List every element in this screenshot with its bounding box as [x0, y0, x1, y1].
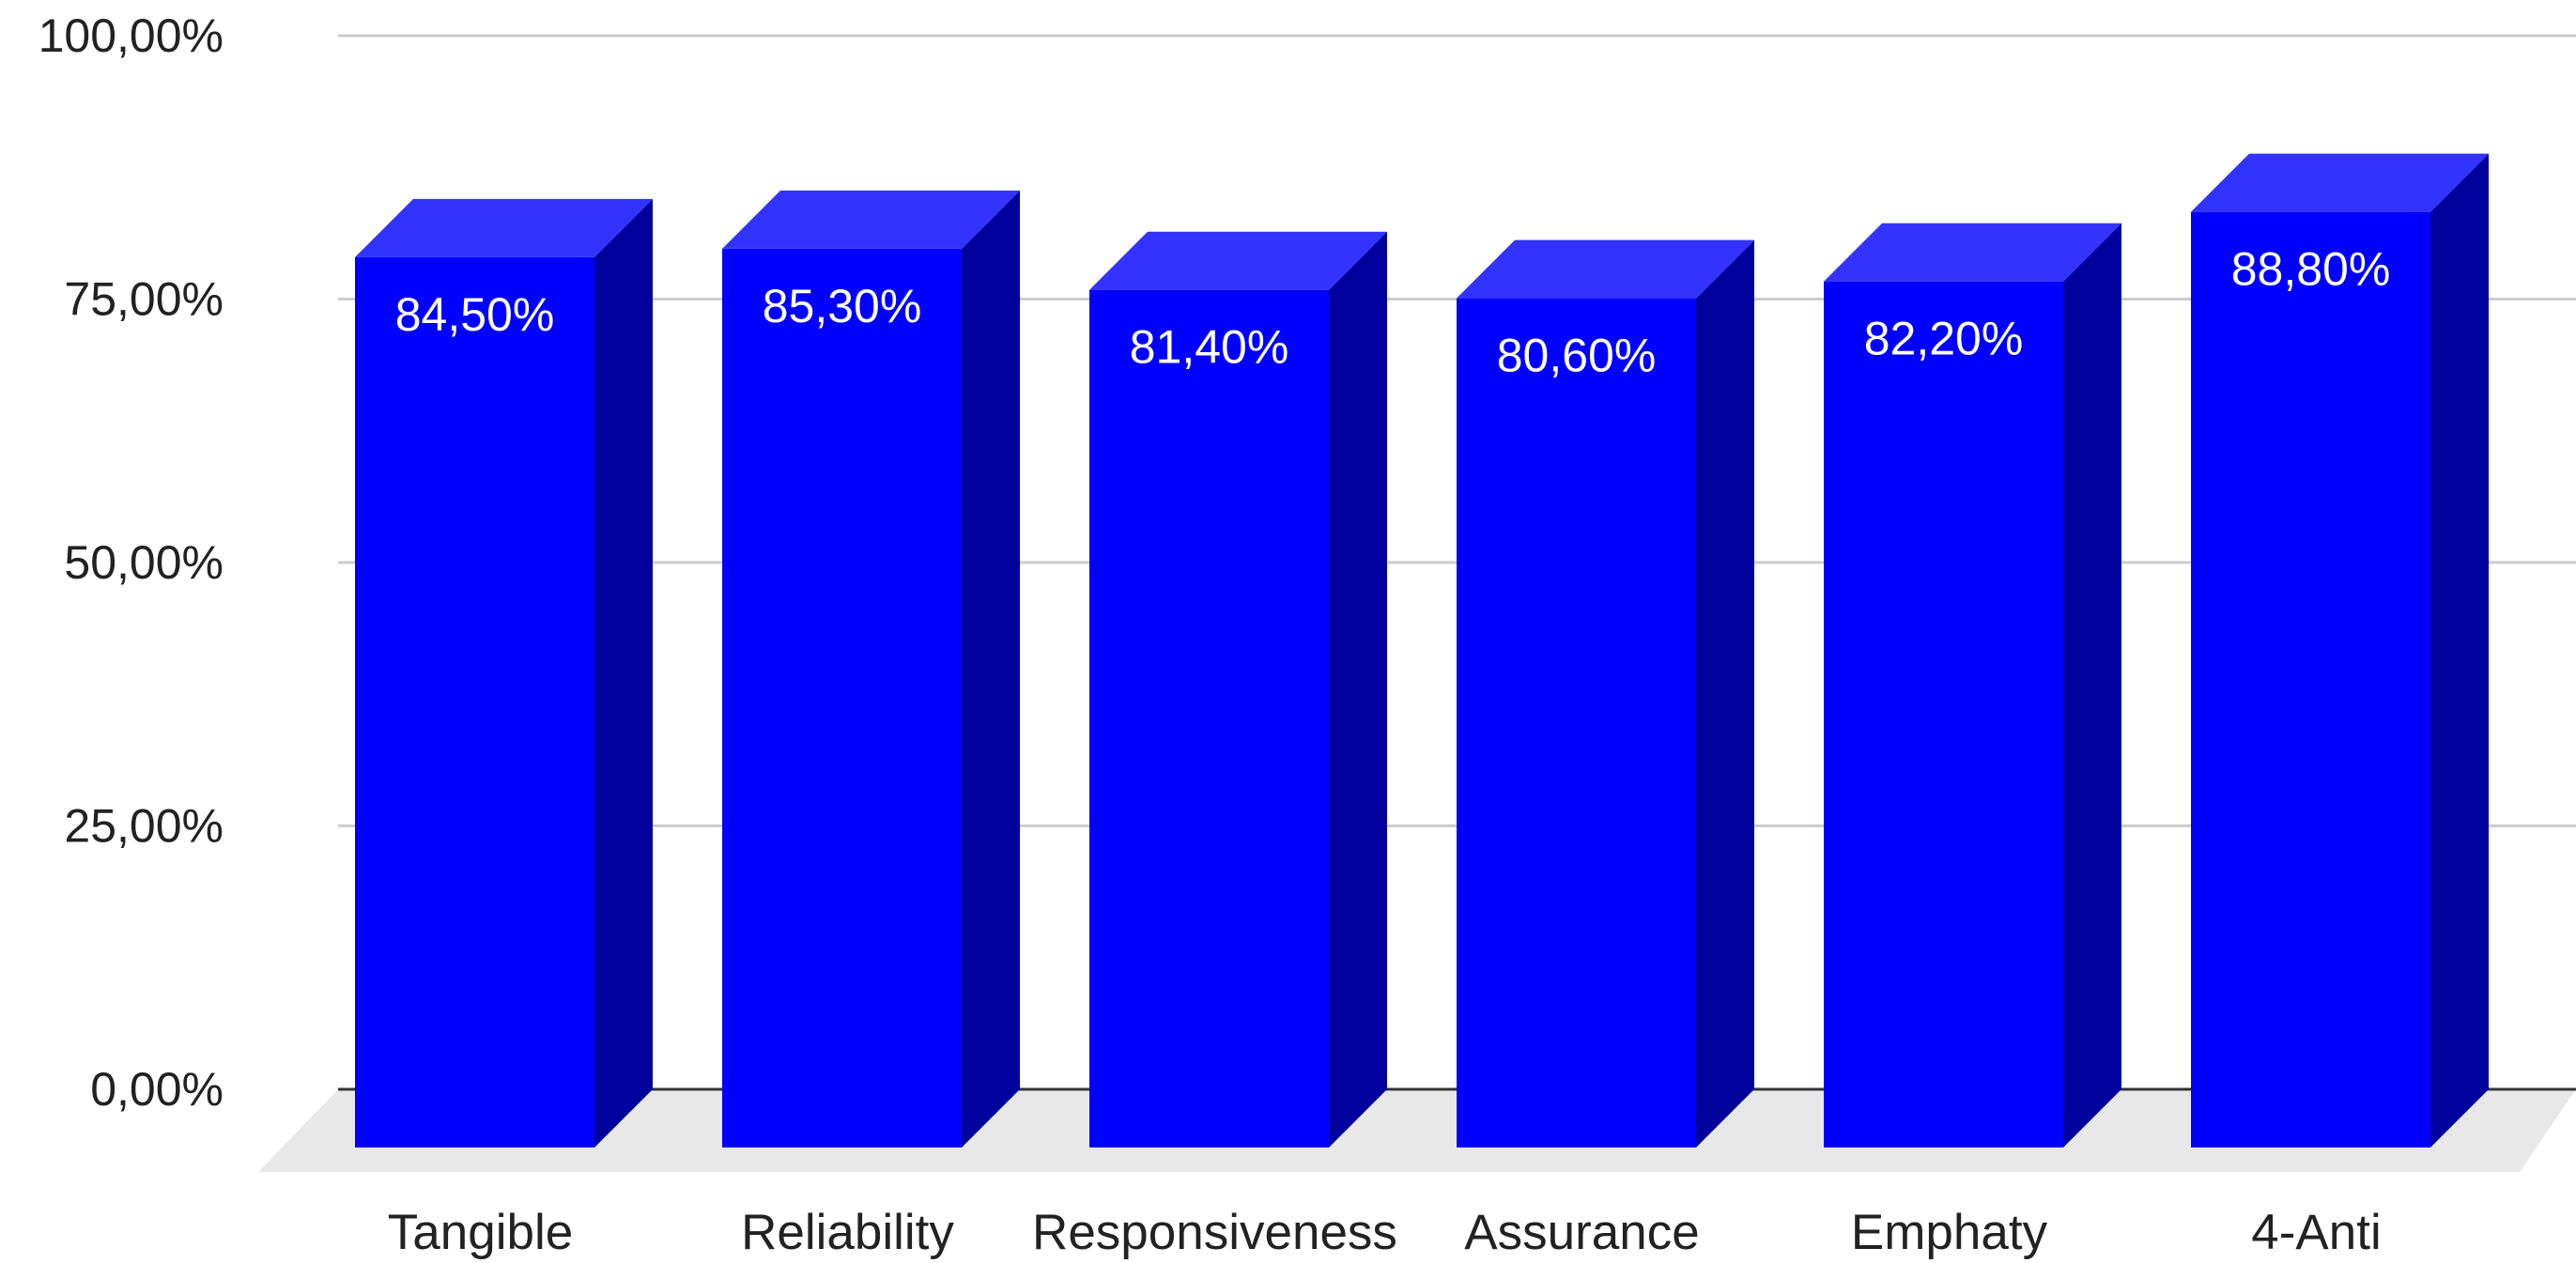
- bar-top: [1824, 223, 2121, 282]
- x-tick-label: 4-Anti: [2251, 1205, 2381, 1260]
- bar-group: 84,50%: [355, 198, 653, 1147]
- data-label: 88,80%: [2231, 243, 2391, 296]
- x-tick-label: Tangible: [388, 1205, 573, 1260]
- bar-top: [722, 190, 1020, 249]
- data-label: 85,30%: [763, 280, 922, 332]
- bar: [1089, 289, 1329, 1147]
- bar: [2191, 211, 2430, 1147]
- bar-side: [2430, 153, 2489, 1147]
- x-tick-label: Responsiveness: [1032, 1205, 1397, 1260]
- data-label: 81,40%: [1130, 321, 1289, 374]
- bar-group: 80,60%: [1457, 239, 1754, 1148]
- bar-top: [1457, 239, 1754, 299]
- bar-side: [1329, 231, 1387, 1147]
- x-tick-label: Emphaty: [1851, 1205, 2048, 1260]
- bar-side: [2063, 223, 2121, 1147]
- y-tick-label: 100,00%: [39, 9, 224, 62]
- bar: [355, 256, 594, 1147]
- bar: [722, 248, 962, 1148]
- bar-group: 81,40%: [1089, 231, 1387, 1147]
- y-tick-label: 0,00%: [90, 1063, 224, 1116]
- y-axis-ticks: 0,00% 25,00% 50,00% 75,00% 100,00%: [39, 9, 224, 1116]
- bar-top: [355, 198, 653, 257]
- bar: [1457, 298, 1696, 1148]
- x-axis-ticks: Tangible Reliability Responsiveness Assuran…: [388, 1205, 2382, 1260]
- x-tick-label: Reliability: [741, 1205, 954, 1260]
- bar-side: [962, 190, 1020, 1147]
- y-tick-label: 75,00%: [64, 273, 224, 326]
- bar: [1824, 281, 2063, 1147]
- y-tick-label: 25,00%: [64, 800, 224, 853]
- bar-side: [1696, 239, 1754, 1148]
- x-tick-label: Assurance: [1464, 1205, 1699, 1260]
- data-label: 82,20%: [1864, 313, 2024, 365]
- bars-layer: 84,50% 85,30% 81,40% 80,60% 82,20% 88,80%: [355, 153, 2489, 1148]
- y-tick-label: 50,00%: [64, 536, 224, 589]
- bar-top: [2191, 153, 2489, 212]
- bar-side: [594, 198, 653, 1147]
- bar-group: 85,30%: [722, 190, 1020, 1148]
- data-label: 84,50%: [395, 288, 555, 341]
- bar-group: 82,20%: [1824, 223, 2121, 1147]
- bar-top: [1089, 231, 1387, 290]
- bar-group: 88,80%: [2191, 153, 2489, 1147]
- data-label: 80,60%: [1497, 330, 1657, 382]
